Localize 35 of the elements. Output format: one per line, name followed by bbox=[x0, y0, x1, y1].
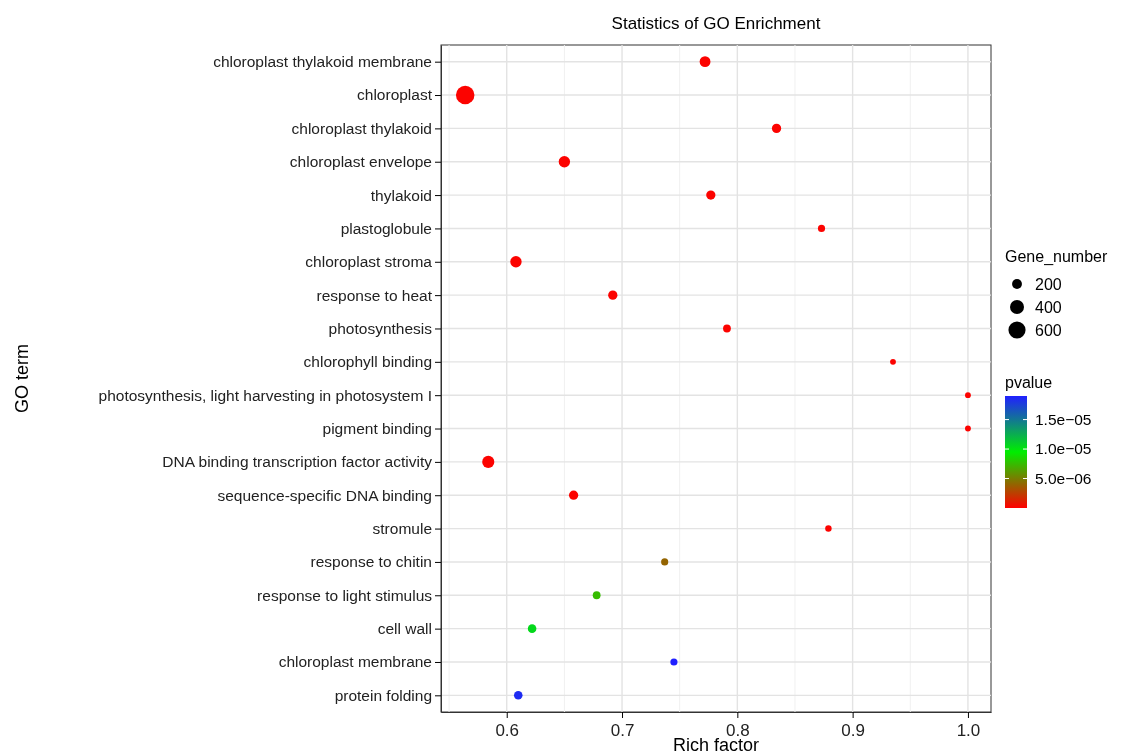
y-tick-label: response to heat bbox=[316, 286, 433, 304]
y-tick-label: DNA binding transcription factor activity bbox=[162, 453, 433, 471]
y-tick-label: response to chitin bbox=[310, 553, 432, 571]
y-tick-label: stromule bbox=[372, 520, 432, 538]
y-tick-label: chlorophyll binding bbox=[303, 353, 432, 371]
legend-label: 600 bbox=[1035, 322, 1062, 339]
x-tick-label: 0.7 bbox=[610, 721, 635, 741]
y-tick-label: sequence-specific DNA binding bbox=[217, 486, 432, 504]
y-tick-label: chloroplast envelope bbox=[289, 153, 432, 171]
y-tick-label: chloroplast thylakoid bbox=[291, 119, 432, 137]
chart-title: Statistics of GO Enrichment bbox=[611, 14, 821, 33]
legend-label: 400 bbox=[1035, 299, 1062, 316]
y-tick-label: protein folding bbox=[334, 686, 432, 704]
y-tick-label: plastoglobule bbox=[340, 219, 432, 237]
y-tick-label: chloroplast stroma bbox=[305, 253, 433, 271]
color-bar-title: pvalue bbox=[1005, 374, 1053, 391]
x-tick-label: 0.6 bbox=[495, 721, 520, 741]
y-tick-label: pigment binding bbox=[322, 419, 432, 437]
y-tick-label: chloroplast bbox=[357, 86, 433, 104]
color-bar-label: 1.0e−05 bbox=[1035, 440, 1092, 458]
y-tick-label: response to light stimulus bbox=[257, 586, 433, 604]
legend-label: 200 bbox=[1035, 276, 1062, 293]
y-axis-title: GO term bbox=[12, 343, 32, 414]
y-tick-label: photosynthesis bbox=[328, 319, 433, 337]
legend-title: Gene_number bbox=[1005, 248, 1108, 266]
y-tick-label: photosynthesis, light harvesting in photosystem I bbox=[98, 386, 432, 404]
x-tick-label: 1.0 bbox=[956, 721, 981, 741]
color-bar-label: 1.5e−05 bbox=[1035, 410, 1092, 428]
y-tick-label: thylakoid bbox=[370, 186, 432, 204]
y-tick-label: cell wall bbox=[377, 620, 432, 638]
x-tick-label: 0.9 bbox=[841, 721, 865, 741]
y-tick-label: chloroplast thylakoid membrane bbox=[213, 53, 432, 71]
color-bar-label: 5.0e−06 bbox=[1035, 469, 1092, 487]
x-axis-title: Rich factor bbox=[672, 735, 760, 755]
y-tick-label: chloroplast membrane bbox=[278, 653, 432, 671]
